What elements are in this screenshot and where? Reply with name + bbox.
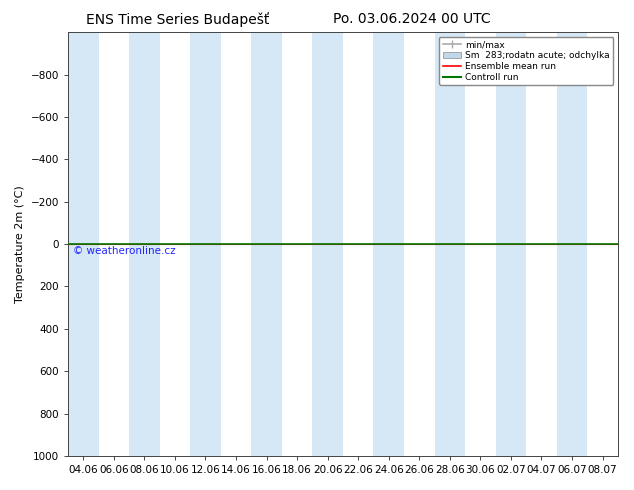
Bar (434, 32, 465, 456)
Legend: min/max, Sm  283;rodatn acute; odchylka, Ensemble mean run, Controll run: min/max, Sm 283;rodatn acute; odchylka, … (439, 37, 613, 85)
Y-axis label: Temperature 2m (°C): Temperature 2m (°C) (15, 185, 25, 303)
Bar (129, 32, 160, 456)
Bar (404, 32, 434, 456)
Text: © weatheronline.cz: © weatheronline.cz (74, 246, 176, 256)
Text: ENS Time Series Budapešť: ENS Time Series Budapešť (86, 12, 269, 27)
Bar (190, 32, 221, 456)
Bar (587, 32, 618, 456)
Bar (98, 32, 129, 456)
Bar (68, 32, 98, 456)
Bar (465, 32, 496, 456)
Bar (526, 32, 557, 456)
Bar (251, 32, 281, 456)
Bar (281, 32, 313, 456)
Text: Po. 03.06.2024 00 UTC: Po. 03.06.2024 00 UTC (333, 12, 491, 26)
Bar (160, 32, 190, 456)
Bar (373, 32, 404, 456)
Bar (313, 32, 343, 456)
Bar (496, 32, 526, 456)
Bar (221, 32, 251, 456)
Bar (343, 32, 373, 456)
Bar (557, 32, 587, 456)
